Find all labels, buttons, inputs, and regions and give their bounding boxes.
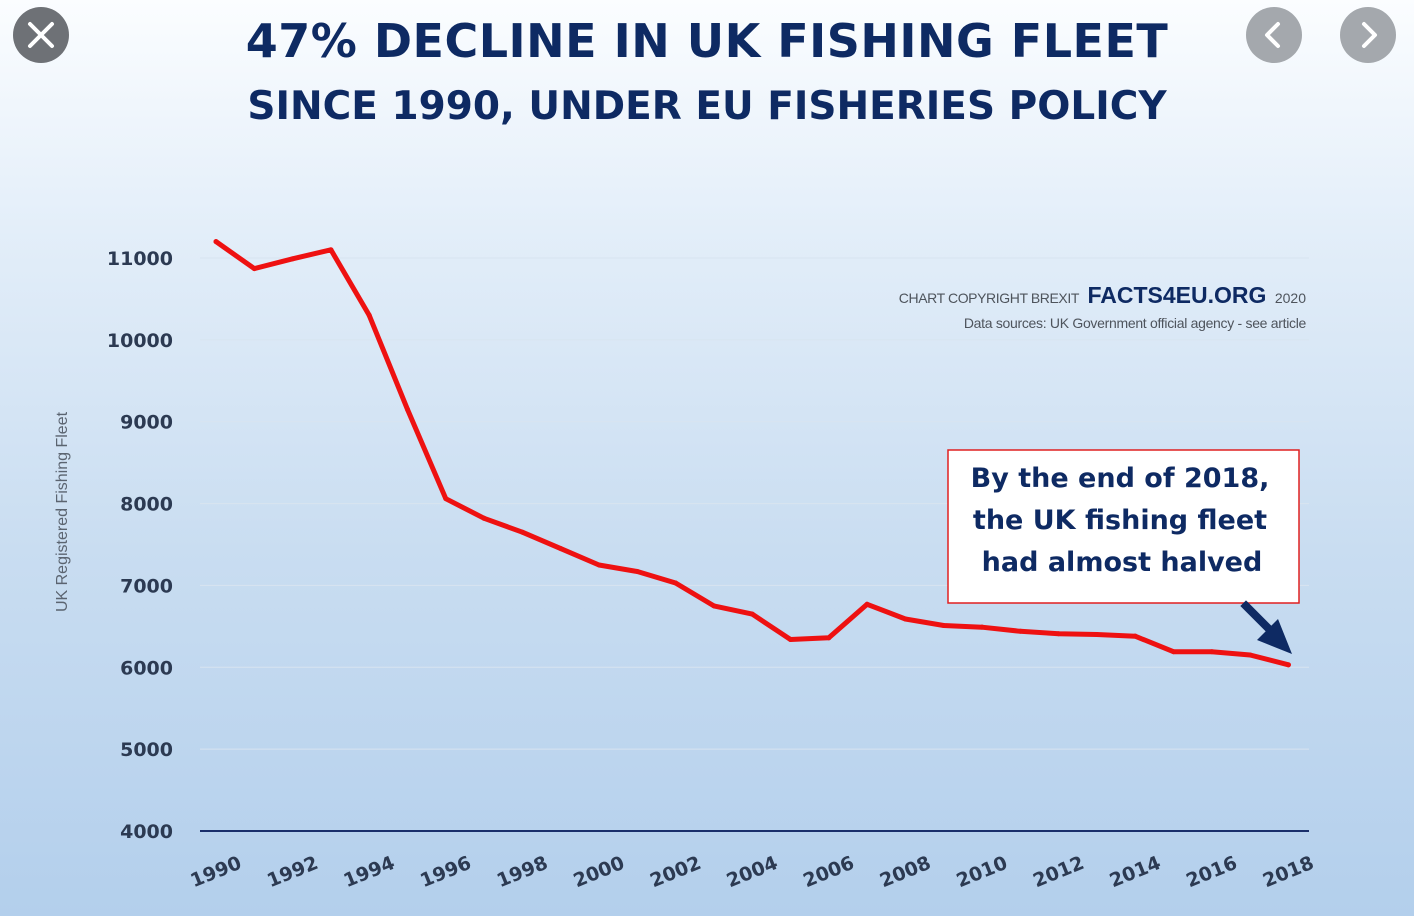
data-point bbox=[634, 569, 640, 575]
data-point bbox=[788, 636, 793, 642]
data-point bbox=[596, 562, 602, 568]
data-point bbox=[979, 624, 985, 630]
data-point bbox=[902, 616, 908, 622]
data-point bbox=[864, 601, 870, 607]
data-point bbox=[941, 623, 947, 629]
x-tick-label: 2004 bbox=[724, 852, 781, 892]
data-point bbox=[1017, 628, 1023, 634]
data-points bbox=[213, 239, 1291, 668]
data-point bbox=[405, 406, 410, 412]
x-axis-ticks: 1990 1992 1994 1996 1998 2000 2002 2004 2006 2008… bbox=[187, 852, 1317, 892]
x-tick-label: 2006 bbox=[800, 852, 857, 892]
y-tick-label: 8000 bbox=[120, 494, 173, 516]
callout-box bbox=[947, 449, 1300, 604]
x-tick-label: 2000 bbox=[570, 852, 627, 892]
data-point bbox=[290, 256, 296, 262]
close-button[interactable] bbox=[13, 7, 69, 63]
data-point bbox=[826, 635, 832, 641]
x-tick-label: 2016 bbox=[1183, 852, 1240, 892]
data-sources: Data sources: UK Government official age… bbox=[964, 315, 1307, 331]
data-point bbox=[519, 529, 525, 535]
x-tick-label: 1996 bbox=[417, 852, 474, 892]
y-tick-label: 9000 bbox=[120, 412, 173, 434]
callout-line-1: By the end of 2018, bbox=[971, 463, 1270, 494]
data-point bbox=[1285, 662, 1291, 668]
data-point bbox=[673, 580, 679, 586]
close-icon bbox=[28, 22, 54, 48]
data-point bbox=[251, 266, 257, 272]
data-point bbox=[1094, 632, 1100, 638]
next-button[interactable] bbox=[1340, 7, 1396, 63]
x-tick-label: 1992 bbox=[264, 852, 321, 892]
copyright-line: CHART COPYRIGHT BREXIT FACTS4EU.ORG 2020 bbox=[899, 282, 1306, 308]
data-point bbox=[749, 611, 755, 617]
callout-line-2: the UK fishing fleet bbox=[973, 505, 1267, 536]
y-tick-label: 7000 bbox=[120, 575, 173, 597]
x-tick-label: 2008 bbox=[877, 852, 934, 892]
x-tick-label: 2002 bbox=[647, 852, 704, 892]
chart-subtitle: SINCE 1990, UNDER EU FISHERIES POLICY bbox=[247, 84, 1167, 129]
previous-button[interactable] bbox=[1246, 7, 1302, 63]
y-tick-label: 6000 bbox=[120, 657, 173, 679]
x-tick-label: 1990 bbox=[187, 852, 244, 892]
data-point bbox=[481, 515, 487, 521]
data-point bbox=[1056, 631, 1062, 637]
x-tick-label: 2018 bbox=[1260, 852, 1317, 892]
x-tick-label: 2012 bbox=[1030, 852, 1087, 892]
x-tick-label: 2010 bbox=[953, 852, 1010, 892]
data-point bbox=[328, 247, 334, 253]
copyright-year: 2020 bbox=[1275, 290, 1306, 306]
chevron-right-icon bbox=[1362, 22, 1377, 48]
data-point bbox=[366, 312, 372, 318]
brand-name: FACTS4EU.ORG bbox=[1087, 282, 1266, 308]
y-axis-label: UK Registered Fishing Fleet bbox=[54, 411, 71, 612]
data-point bbox=[443, 496, 449, 502]
data-point bbox=[711, 603, 717, 609]
y-tick-label: 5000 bbox=[120, 739, 173, 761]
data-point bbox=[1132, 633, 1138, 639]
chart-title: 47% DECLINE IN UK FISHING FLEET bbox=[245, 14, 1169, 68]
y-tick-label: 4000 bbox=[120, 821, 173, 843]
data-point bbox=[1209, 649, 1215, 655]
callout-line-3: had almost halved bbox=[982, 547, 1263, 578]
arrow-icon bbox=[1240, 600, 1292, 654]
data-point bbox=[213, 239, 219, 245]
callout: By the end of 2018, the UK fishing fleet… bbox=[947, 449, 1300, 604]
copyright-prefix: CHART COPYRIGHT BREXIT bbox=[899, 290, 1080, 306]
y-axis-ticks: 4000 5000 6000 7000 8000 9000 10000 11000 bbox=[107, 248, 173, 843]
y-tick-label: 10000 bbox=[107, 330, 173, 352]
y-tick-label: 11000 bbox=[107, 248, 173, 270]
data-point bbox=[558, 546, 564, 552]
data-point bbox=[1171, 649, 1176, 655]
data-point bbox=[1247, 652, 1253, 658]
x-tick-label: 2014 bbox=[1107, 852, 1164, 892]
x-tick-label: 1994 bbox=[341, 852, 398, 892]
chevron-left-icon bbox=[1265, 22, 1280, 48]
x-tick-label: 1998 bbox=[494, 852, 551, 892]
